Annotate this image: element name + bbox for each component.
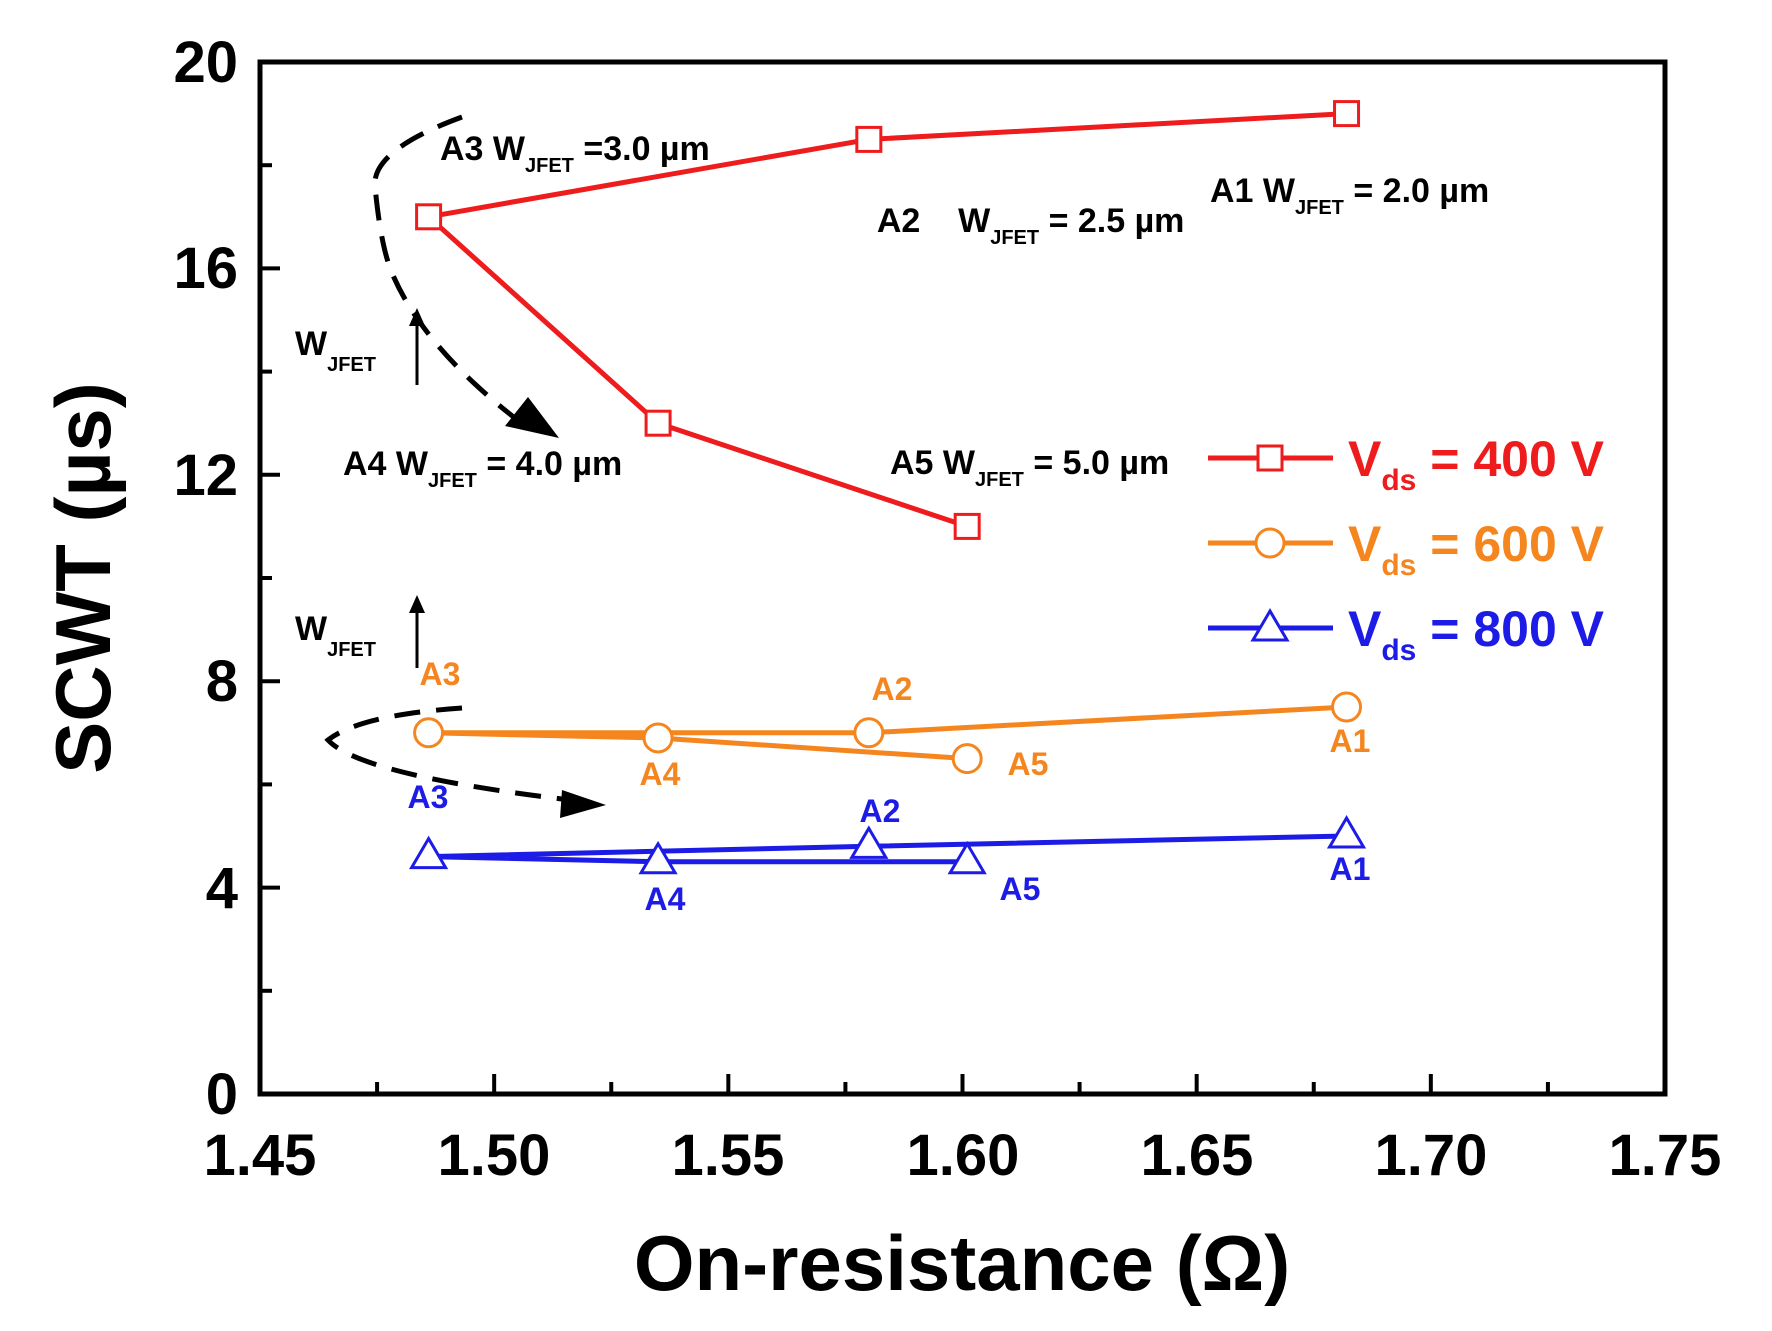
data-point bbox=[951, 743, 983, 775]
data-point-label: A5 bbox=[1000, 871, 1041, 907]
legend-label-800v: Vds = 800 V bbox=[1348, 601, 1605, 667]
data-point bbox=[1326, 815, 1367, 849]
data-point bbox=[1331, 691, 1363, 723]
x-tick-label: 1.50 bbox=[438, 1123, 551, 1188]
y-tick-label: 20 bbox=[173, 30, 238, 95]
y-tick-label: 0 bbox=[206, 1062, 238, 1127]
wjfet-arrowhead-upper bbox=[409, 308, 425, 326]
data-point-label: A4 bbox=[640, 756, 681, 792]
data-point bbox=[853, 717, 885, 749]
data-point bbox=[638, 840, 678, 875]
x-tick-label: 1.75 bbox=[1609, 1123, 1722, 1188]
annotation-wjfet-upper: WJFET bbox=[295, 325, 376, 376]
y-tick-label: 4 bbox=[206, 856, 238, 921]
y-tick-label: 8 bbox=[206, 649, 238, 714]
x-tick-label: 1.60 bbox=[907, 1123, 1020, 1188]
lower-arrowhead bbox=[560, 790, 606, 818]
annotations: A3 WJFET =3.0 µm A2 WJFET = 2.5 µm A1 WJ… bbox=[295, 130, 1489, 661]
upper-dashed-curve bbox=[372, 114, 522, 424]
legend-marker-circle bbox=[1254, 527, 1286, 559]
data-point-label: A1 bbox=[1330, 723, 1371, 759]
data-point-label: A1 bbox=[1330, 851, 1371, 887]
series-layer: A1 A2 A3 A4 A5 A1 A2 A3 A4 A5 bbox=[408, 100, 1371, 917]
series-line bbox=[426, 704, 1347, 762]
annotation-wjfet-lower: WJFET bbox=[295, 610, 376, 661]
data-point bbox=[408, 835, 449, 870]
legend-label-600v: Vds = 600 V bbox=[1348, 516, 1605, 582]
data-point-label: A4 bbox=[645, 881, 686, 917]
data-point bbox=[849, 825, 889, 859]
x-axis-title: On-resistance (Ω) bbox=[634, 1219, 1290, 1307]
x-tick-label: 1.70 bbox=[1375, 1123, 1488, 1188]
data-point-label: A3 bbox=[420, 656, 461, 692]
data-point-label: A3 bbox=[408, 779, 449, 815]
annotation-a1: A1 WJFET = 2.0 µm bbox=[1210, 172, 1489, 219]
data-point bbox=[855, 125, 883, 153]
annotation-a5: A5 WJFET = 5.0 µm bbox=[890, 444, 1169, 491]
data-point bbox=[415, 203, 443, 231]
annotation-a4: A4 WJFET = 4.0 µm bbox=[343, 445, 622, 492]
y-tick-label: 16 bbox=[173, 236, 238, 301]
x-tick-label: 1.65 bbox=[1141, 1123, 1254, 1188]
y-tick-label: 12 bbox=[173, 443, 238, 508]
data-point bbox=[644, 409, 672, 437]
y-tick-labels: 0 4 8 12 16 20 bbox=[173, 30, 238, 1127]
legend-label-400v: Vds = 400 V bbox=[1348, 431, 1605, 497]
lower-dashed-curve bbox=[324, 705, 571, 803]
x-tick-label: 1.55 bbox=[672, 1123, 785, 1188]
data-point bbox=[642, 722, 674, 754]
x-tick-label: 1.45 bbox=[204, 1123, 317, 1188]
annotation-a2: A2 WJFET = 2.5 µm bbox=[812, 202, 1232, 249]
data-point bbox=[413, 717, 445, 749]
trend-guides bbox=[324, 114, 571, 803]
wjfet-arrowhead-lower bbox=[409, 595, 425, 613]
data-point-label: A5 bbox=[1008, 746, 1049, 782]
data-point-label: A2 bbox=[860, 793, 901, 829]
legend: Vds = 400 V Vds = 600 V Vds = 800 V bbox=[1208, 431, 1605, 667]
data-point bbox=[953, 512, 981, 540]
upper-arrowhead bbox=[505, 397, 559, 438]
axis-ticks bbox=[258, 60, 1667, 1096]
legend-marker-square bbox=[1256, 444, 1284, 472]
y-axis-title: SCWT (µs) bbox=[39, 382, 127, 774]
legend-marker-triangle bbox=[1250, 608, 1290, 642]
data-point bbox=[947, 840, 987, 875]
data-point bbox=[1333, 100, 1361, 128]
data-point-label: A2 bbox=[872, 671, 913, 707]
annotation-a3: A3 WJFET =3.0 µm bbox=[440, 130, 710, 177]
x-tick-labels: 1.45 1.50 1.55 1.60 1.65 1.70 1.75 bbox=[204, 1123, 1722, 1188]
